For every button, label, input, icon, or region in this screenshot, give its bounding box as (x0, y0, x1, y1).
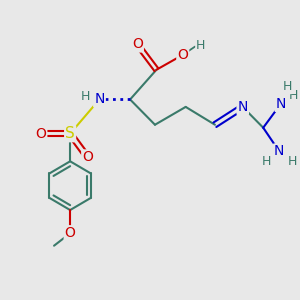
Text: N: N (94, 92, 105, 106)
Text: O: O (177, 48, 188, 62)
Text: H: H (196, 39, 206, 52)
Text: N: N (238, 100, 248, 114)
Text: O: O (35, 127, 46, 141)
Text: O: O (82, 150, 93, 164)
Text: H: H (261, 155, 271, 168)
Text: S: S (65, 126, 75, 141)
Text: O: O (65, 226, 76, 240)
Text: N: N (276, 97, 286, 111)
Text: H: H (81, 90, 90, 103)
Text: O: O (132, 38, 143, 52)
Text: H: H (288, 155, 297, 168)
Text: H: H (283, 80, 292, 93)
Text: N: N (274, 145, 284, 158)
Text: H: H (289, 89, 298, 102)
